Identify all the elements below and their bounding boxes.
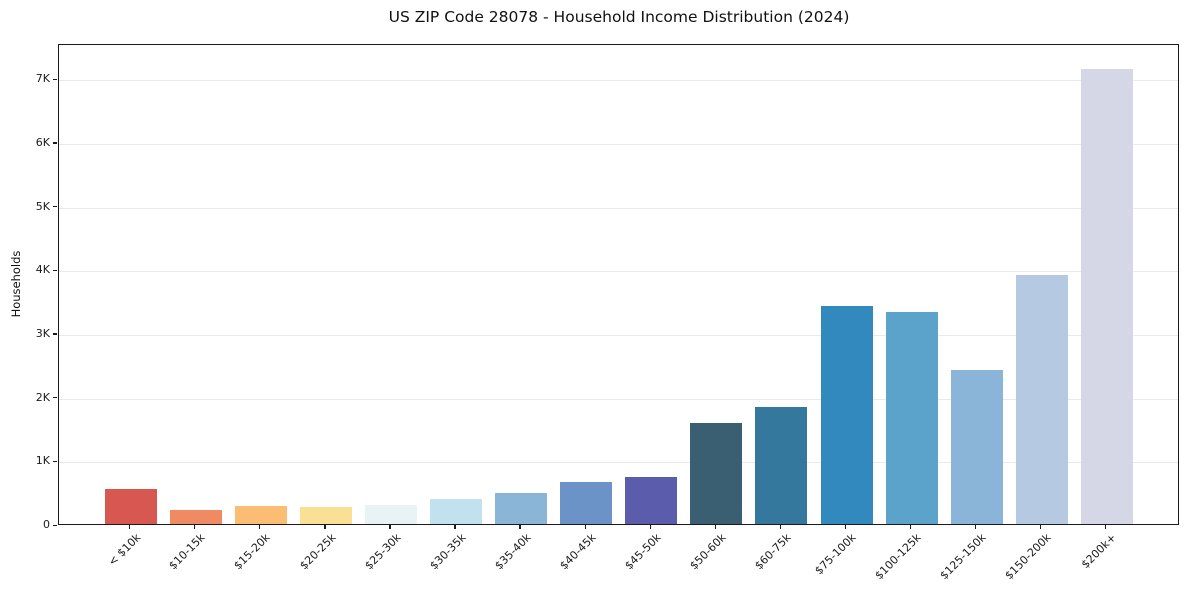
bar-60-75k (755, 406, 808, 524)
bar-50-60k (690, 422, 743, 524)
y-tick-label-0: 0 (43, 518, 50, 531)
x-tick-mark-7 (519, 525, 521, 529)
x-tick-mark-16 (1105, 525, 1107, 529)
bar-40-45k (560, 482, 613, 524)
x-tick-label-45-50k: $45-50k (622, 531, 664, 573)
bar-10-15k (169, 510, 222, 524)
x-tick-label-150-200k: $150-200k (1002, 531, 1054, 583)
gridline-6k (59, 143, 1178, 145)
x-tick-label-10k: < $10k (105, 531, 143, 569)
x-tick-label-15-20k: $15-20k (231, 531, 274, 573)
gridline-3k (59, 334, 1178, 336)
bar-20-25k (299, 507, 352, 524)
y-tick-mark-3k (53, 333, 57, 335)
y-tick-label-5k: 5K (35, 199, 50, 213)
x-tick-mark-6 (454, 525, 456, 529)
plot-area (58, 44, 1179, 525)
x-tick-label-25-30k: $25-30k (361, 531, 404, 573)
x-tick-mark-10 (714, 525, 716, 529)
x-tick-label-75-100k: $75-100k (812, 531, 859, 578)
chart-title: US ZIP Code 28078 - Household Income Dis… (388, 8, 850, 26)
y-tick-mark-7k (53, 78, 57, 80)
gridline-7k (59, 80, 1178, 81)
x-tick-label-30-35k: $30-35k (426, 531, 469, 573)
x-tick-label-50-60k: $50-60k (687, 531, 729, 573)
y-tick-label-2k: 2K (35, 390, 50, 404)
bar-35-40k (495, 493, 548, 524)
y-axis-label: Households (9, 250, 23, 318)
y-tick-label-1k: 1K (35, 454, 50, 468)
y-tick-label-7k: 7K (35, 72, 50, 85)
x-tick-label-40-45k: $40-45k (557, 531, 599, 573)
x-tick-mark-5 (389, 525, 391, 529)
y-tick-label-6k: 6K (35, 135, 50, 149)
x-tick-mark-2 (194, 525, 196, 529)
bar-30-35k (430, 498, 482, 524)
y-tick-label-4k: 4K (35, 263, 50, 277)
x-tick-mark-4 (324, 525, 326, 529)
bar-125-150k (950, 369, 1003, 524)
x-tick-mark-1 (129, 525, 131, 529)
x-tick-mark-15 (1040, 525, 1042, 529)
bar-10k (104, 489, 157, 524)
bar-200k+ (1080, 68, 1133, 524)
y-tick-mark-0 (53, 524, 57, 526)
x-tick-label-125-150k: $125-150k (937, 531, 989, 583)
bar-75-100k (820, 305, 873, 524)
gridline-1k (59, 462, 1178, 464)
bar-15-20k (234, 505, 287, 524)
x-tick-mark-11 (779, 525, 782, 529)
x-tick-mark-14 (974, 525, 977, 529)
x-tick-label-35-40k: $35-40k (492, 531, 534, 573)
y-tick-mark-5k (53, 206, 57, 208)
gridline-2k (59, 398, 1178, 400)
x-tick-mark-8 (584, 525, 586, 529)
y-tick-mark-2k (53, 397, 57, 399)
bar-150-200k (1015, 274, 1068, 524)
x-tick-mark-3 (259, 525, 261, 529)
gridline-5k (59, 207, 1178, 209)
bar-100-125k (885, 311, 938, 524)
x-tick-label-20-25k: $20-25k (296, 531, 339, 573)
x-tick-label-10-15k: $10-15k (166, 531, 209, 573)
x-tick-label-100-125k: $100-125k (872, 531, 924, 583)
x-tick-label-200k+: $200k+ (1078, 531, 1119, 572)
y-tick-label-3k: 3K (35, 326, 50, 340)
gridline-4k (59, 271, 1178, 273)
x-tick-mark-12 (844, 525, 847, 529)
x-tick-mark-9 (649, 525, 651, 529)
y-tick-mark-1k (53, 460, 57, 463)
x-tick-mark-13 (909, 525, 912, 529)
y-tick-mark-4k (53, 269, 57, 272)
bar-25-30k (365, 504, 417, 524)
x-tick-label-60-75k: $60-75k (752, 531, 794, 573)
y-tick-mark-6k (53, 142, 57, 144)
bar-45-50k (625, 476, 678, 524)
